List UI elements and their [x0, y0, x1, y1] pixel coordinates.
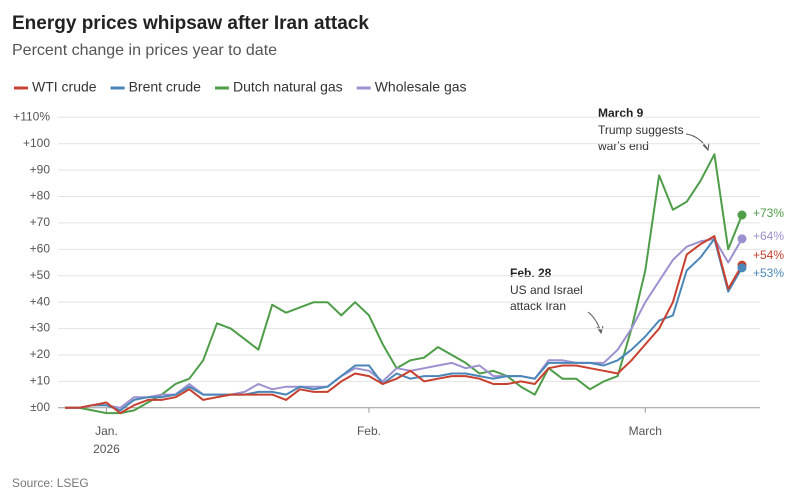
y-tick-label: ±00 — [30, 400, 50, 414]
y-tick-label: +50 — [30, 268, 51, 282]
end-label: +54% — [753, 248, 784, 262]
y-tick-label: +110% — [13, 109, 50, 123]
y-tick-label: +100 — [23, 136, 50, 150]
y-tick-label: +90 — [30, 162, 51, 176]
legend-label: Dutch natural gas — [233, 79, 343, 95]
annotation-arrow — [587, 311, 602, 333]
y-tick-label: +20 — [30, 347, 51, 361]
source: Source: LSEG — [12, 476, 89, 490]
x-tick-label: March — [629, 424, 662, 438]
y-tick-label: +60 — [30, 242, 51, 256]
legend-label: Brent crude — [129, 79, 202, 95]
y-tick-label: +80 — [30, 189, 51, 203]
annotation-title: March 9 — [598, 106, 644, 120]
chart-subtitle: Percent change in prices year to date — [12, 42, 277, 59]
legend-label: WTI crude — [32, 79, 97, 95]
x-tick-label: Feb. — [357, 424, 381, 438]
annotation-text: US and Israel — [510, 283, 583, 297]
annotation-arrowhead — [702, 142, 710, 152]
series-line — [65, 237, 743, 412]
end-dot — [737, 234, 747, 244]
end-dot — [737, 210, 747, 220]
y-tick-label: +40 — [30, 294, 51, 308]
annotation-text: attack Iran — [510, 299, 566, 313]
end-dot — [737, 263, 747, 273]
y-tick-label: +30 — [30, 321, 51, 335]
series-line — [65, 153, 743, 415]
x-tick-label: Jan. — [95, 424, 118, 438]
annotation-title: Feb. 28 — [510, 266, 552, 280]
x-year-label: 2026 — [93, 442, 120, 456]
annotation-text: Trump suggests — [598, 123, 684, 137]
y-tick-label: +10 — [30, 374, 51, 388]
end-label: +73% — [753, 206, 784, 220]
series-line — [65, 237, 743, 409]
series-line — [65, 235, 743, 415]
chart-title: Energy prices whipsaw after Iran attack — [12, 13, 369, 34]
annotation-text: war's end — [597, 139, 649, 153]
annotation-arrow — [685, 133, 709, 151]
legend-label: Wholesale gas — [375, 79, 467, 95]
y-tick-label: +70 — [30, 215, 51, 229]
end-label: +64% — [753, 229, 784, 243]
end-label: +53% — [753, 266, 784, 280]
